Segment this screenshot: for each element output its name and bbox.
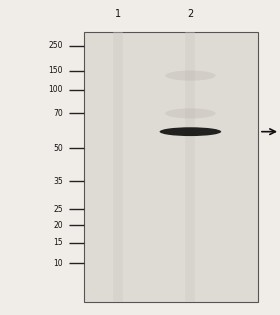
- Text: 15: 15: [53, 238, 63, 247]
- FancyBboxPatch shape: [84, 32, 258, 302]
- Text: 10: 10: [53, 259, 63, 267]
- Text: 50: 50: [53, 144, 63, 152]
- Text: 2: 2: [187, 9, 193, 19]
- Text: 100: 100: [48, 85, 63, 94]
- Text: 250: 250: [48, 41, 63, 50]
- Ellipse shape: [160, 127, 221, 136]
- Ellipse shape: [165, 108, 216, 118]
- Text: 150: 150: [48, 66, 63, 75]
- Text: 1: 1: [115, 9, 121, 19]
- Text: 25: 25: [53, 205, 63, 214]
- Text: 70: 70: [53, 109, 63, 118]
- Text: 20: 20: [53, 221, 63, 230]
- Ellipse shape: [165, 71, 216, 81]
- Text: 35: 35: [53, 177, 63, 186]
